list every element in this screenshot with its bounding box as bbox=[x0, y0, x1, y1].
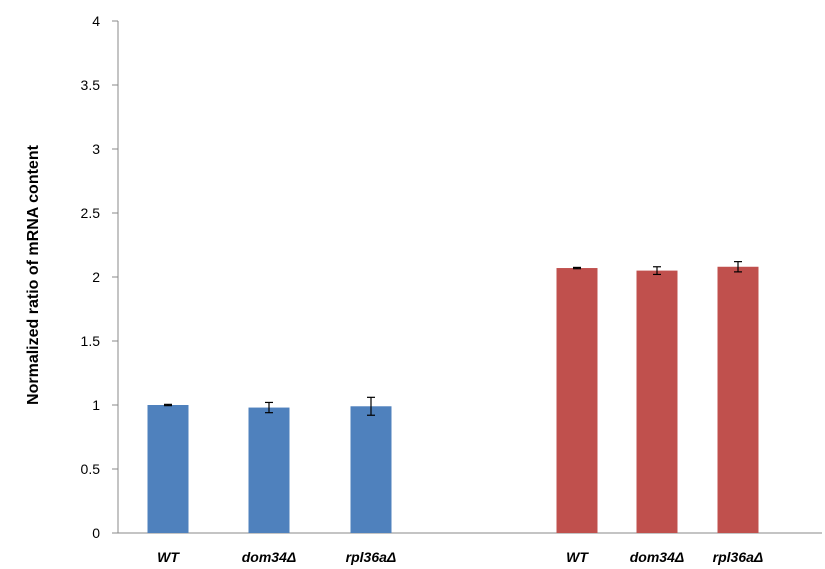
y-tick-label: 0.5 bbox=[81, 461, 101, 477]
bar bbox=[350, 406, 392, 533]
y-tick-label: 3 bbox=[92, 141, 100, 157]
bar bbox=[147, 405, 189, 533]
y-tick-label: 2.5 bbox=[81, 205, 101, 221]
bar bbox=[556, 268, 598, 533]
x-category-label: rpl36aΔ bbox=[713, 549, 764, 565]
y-tick-label: 1 bbox=[92, 397, 100, 413]
bar bbox=[717, 266, 759, 533]
x-category-label: dom34Δ bbox=[630, 549, 685, 565]
x-category-label: WT bbox=[157, 549, 180, 565]
bar bbox=[248, 407, 290, 533]
x-category-label: rpl36aΔ bbox=[346, 549, 397, 565]
y-tick-label: 4 bbox=[92, 13, 100, 29]
bar bbox=[636, 270, 678, 533]
y-axis-title: Normalized ratio of mRNA content bbox=[25, 144, 42, 405]
y-tick-label: 1.5 bbox=[81, 333, 101, 349]
x-category-label: WT bbox=[566, 549, 589, 565]
x-category-label: dom34Δ bbox=[242, 549, 297, 565]
y-tick-label: 0 bbox=[92, 525, 100, 541]
y-tick-label: 3.5 bbox=[81, 77, 101, 93]
y-tick-label: 2 bbox=[92, 269, 100, 285]
